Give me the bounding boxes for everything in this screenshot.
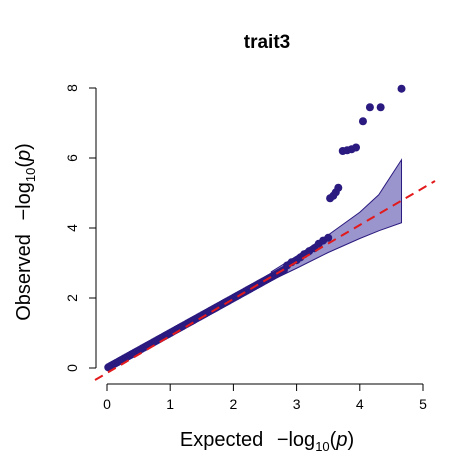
reference-line-layer <box>94 180 436 381</box>
data-point <box>365 103 374 112</box>
y-axis-label-close: ) <box>13 143 35 150</box>
y-tick-label: 8 <box>64 84 80 92</box>
x-axis-label-var: p <box>335 429 347 451</box>
x-tick-label: 2 <box>230 396 238 412</box>
data-point <box>324 233 333 242</box>
data-point <box>334 183 343 192</box>
points-layer <box>104 84 406 372</box>
x-axis-label-close: ) <box>347 429 354 451</box>
data-point <box>352 143 361 152</box>
x-axis-label-op: −log <box>277 429 315 451</box>
y-axis-ticks: 0 2 4 6 8 <box>64 84 96 372</box>
y-axis-label-op: −log <box>13 182 35 220</box>
y-tick-label: 6 <box>64 154 80 162</box>
x-tick-label: 1 <box>166 396 174 412</box>
y-axis-label-prefix: Observed <box>13 234 35 321</box>
x-tick-label: 5 <box>419 396 427 412</box>
x-axis-label-open: ( <box>330 429 337 451</box>
reference-line <box>94 180 436 381</box>
data-point <box>376 103 385 112</box>
y-axis-label-sub: 10 <box>23 168 38 182</box>
chart-title: trait3 <box>244 32 290 53</box>
data-point <box>397 84 406 93</box>
x-tick-label: 4 <box>356 396 364 412</box>
x-axis-ticks: 0 1 2 3 4 5 <box>103 384 427 412</box>
x-axis-label: Expected −log10(p) <box>180 429 354 454</box>
x-tick-label: 3 <box>293 396 301 412</box>
y-axis-label: Observed −log10(p) <box>13 143 38 321</box>
data-point <box>358 117 367 126</box>
x-axis-label-prefix: Expected <box>180 429 263 451</box>
axes <box>95 88 423 385</box>
y-axis-label-open: ( <box>13 161 35 168</box>
y-tick-label: 2 <box>64 294 80 302</box>
x-axis-label-sub: 10 <box>315 439 329 454</box>
y-axis-label-var: p <box>13 150 35 162</box>
y-tick-label: 4 <box>64 224 80 232</box>
y-tick-label: 0 <box>64 364 80 372</box>
x-tick-label: 0 <box>103 396 111 412</box>
